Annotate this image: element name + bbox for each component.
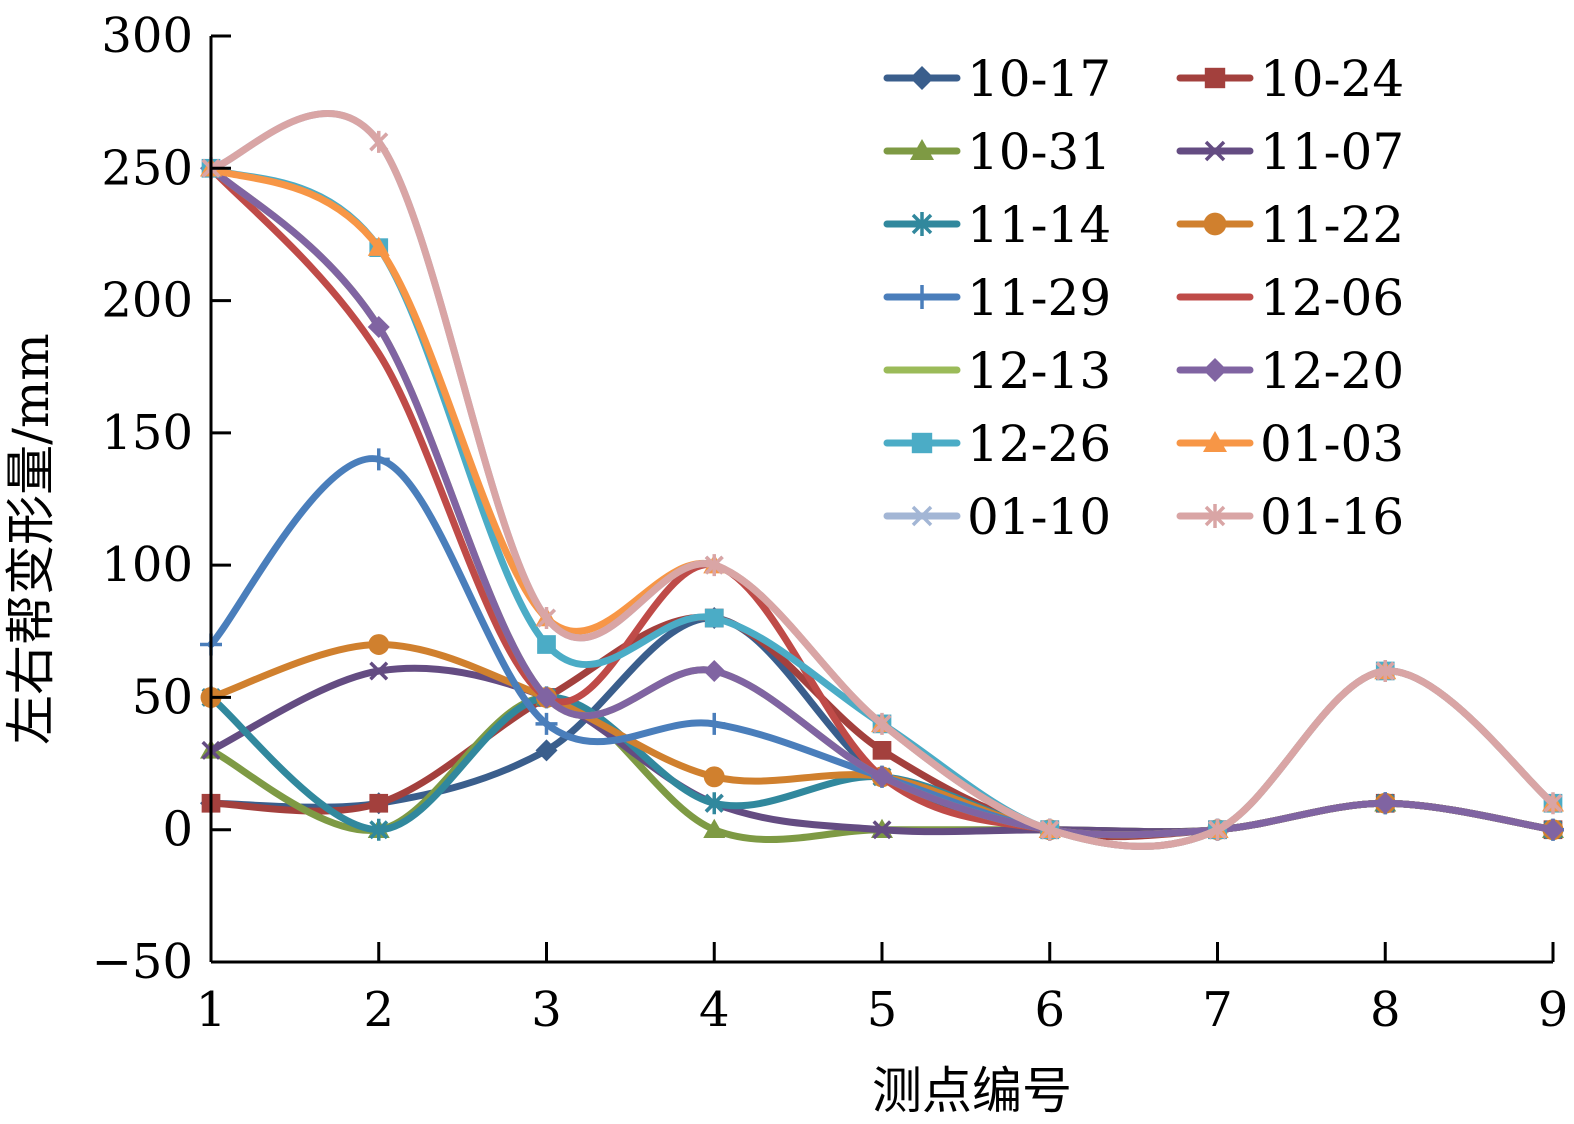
data-point xyxy=(703,766,725,788)
legend-item: 12-06 xyxy=(1176,269,1404,327)
series-line xyxy=(207,164,1557,839)
data-point xyxy=(1040,818,1060,841)
data-point xyxy=(367,316,390,339)
x-tick-label: 4 xyxy=(699,982,730,1038)
legend-label: 10-24 xyxy=(1260,50,1404,108)
legend-item: 11-14 xyxy=(883,196,1111,254)
y-tick-label: 250 xyxy=(101,140,193,196)
data-point xyxy=(872,740,892,760)
x-tick-label: 5 xyxy=(867,982,898,1038)
legend-item: 12-26 xyxy=(883,415,1111,473)
legend-item: 10-17 xyxy=(883,50,1111,108)
x-tick-label: 8 xyxy=(1370,982,1401,1038)
series-11-14 xyxy=(201,686,1563,841)
legend-marker xyxy=(1203,431,1227,452)
legend-label: 01-10 xyxy=(967,488,1111,546)
legend-marker xyxy=(911,505,933,527)
x-tick-label: 7 xyxy=(1202,982,1233,1038)
legend-item: 10-24 xyxy=(1176,50,1404,108)
series-01-16 xyxy=(201,110,1563,850)
legend-label: 11-29 xyxy=(967,269,1111,327)
data-point xyxy=(703,659,726,682)
series-line xyxy=(207,110,1557,850)
data-point xyxy=(369,130,389,153)
legend-item: 10-31 xyxy=(883,123,1111,181)
legend-item: 11-29 xyxy=(883,269,1111,327)
legend-item: 11-07 xyxy=(1176,123,1404,181)
data-point xyxy=(367,448,390,471)
legend-marker xyxy=(910,285,934,309)
legend-label: 10-31 xyxy=(967,123,1111,181)
data-point xyxy=(704,608,724,628)
data-point xyxy=(703,712,726,735)
legend-label: 12-20 xyxy=(1260,342,1404,400)
data-point xyxy=(367,236,390,256)
data-point xyxy=(368,634,390,655)
x-axis-title: 测点编号 xyxy=(872,1062,1072,1120)
data-point xyxy=(703,818,726,838)
data-point xyxy=(369,661,389,681)
data-point xyxy=(535,712,558,735)
legend-marker xyxy=(910,66,934,90)
legend-marker xyxy=(1203,358,1227,382)
legend-item: 01-16 xyxy=(1176,488,1404,546)
data-point xyxy=(537,607,556,630)
y-tick-label: 100 xyxy=(101,537,193,593)
y-tick-label: 0 xyxy=(162,802,193,858)
legend-label: 10-17 xyxy=(967,50,1111,108)
x-tick-label: 9 xyxy=(1538,982,1569,1038)
legend-marker xyxy=(911,432,933,454)
data-point xyxy=(369,793,389,813)
legend-item: 01-10 xyxy=(883,488,1111,546)
y-tick-label: −50 xyxy=(92,934,193,990)
y-tick-label: 200 xyxy=(101,273,193,329)
legend-marker xyxy=(1203,212,1227,236)
legend-label: 12-26 xyxy=(967,415,1111,473)
legend-label: 11-22 xyxy=(1260,196,1404,254)
legend-label: 12-06 xyxy=(1260,269,1404,327)
legend-label: 01-16 xyxy=(1260,488,1404,546)
data-point xyxy=(704,792,724,815)
data-point xyxy=(872,820,892,840)
legend-item: 12-20 xyxy=(1176,342,1404,400)
data-point xyxy=(1542,818,1564,841)
data-point xyxy=(1374,792,1397,815)
data-point xyxy=(535,686,558,709)
y-axis-ticks: 300 250 200 150 100 50 0 −50 xyxy=(92,8,231,990)
legend-marker xyxy=(1204,67,1226,89)
legend-item: 01-03 xyxy=(1176,415,1404,473)
x-tick-label: 3 xyxy=(531,982,562,1038)
legend-label: 01-03 xyxy=(1260,415,1404,473)
x-tick-label: 2 xyxy=(363,982,394,1038)
data-point xyxy=(704,554,724,577)
legend-marker xyxy=(911,212,933,236)
chart-series xyxy=(200,110,1564,850)
legend-item: 11-22 xyxy=(1176,196,1404,254)
data-point xyxy=(369,818,389,841)
data-point xyxy=(1543,792,1563,815)
x-tick-label: 6 xyxy=(1034,982,1065,1038)
legend-marker xyxy=(1204,140,1226,162)
legend: 10-17 10-24 10-31 11-07 11-14 11-22 11-29 12-06… xyxy=(883,50,1404,546)
x-axis-ticks: 1 2 3 4 5 6 7 8 9 xyxy=(196,942,1569,1038)
y-axis-title: 左右帮变形量/mm xyxy=(2,333,60,745)
data-point xyxy=(1375,659,1395,682)
data-point xyxy=(1208,818,1227,841)
data-point xyxy=(871,765,893,788)
series-10-31 xyxy=(200,686,1564,843)
legend-item: 12-13 xyxy=(883,342,1111,400)
data-point xyxy=(537,635,556,654)
legend-marker xyxy=(910,139,934,160)
legend-marker xyxy=(1204,504,1226,528)
y-tick-label: 300 xyxy=(101,8,193,64)
data-point xyxy=(872,712,892,735)
legend-label: 11-07 xyxy=(1260,123,1404,181)
y-tick-label: 50 xyxy=(132,669,193,725)
y-tick-label: 150 xyxy=(101,405,193,461)
x-tick-label: 1 xyxy=(196,982,227,1038)
data-point xyxy=(535,739,558,762)
legend-label: 11-14 xyxy=(967,196,1111,254)
legend-label: 12-13 xyxy=(967,342,1111,400)
